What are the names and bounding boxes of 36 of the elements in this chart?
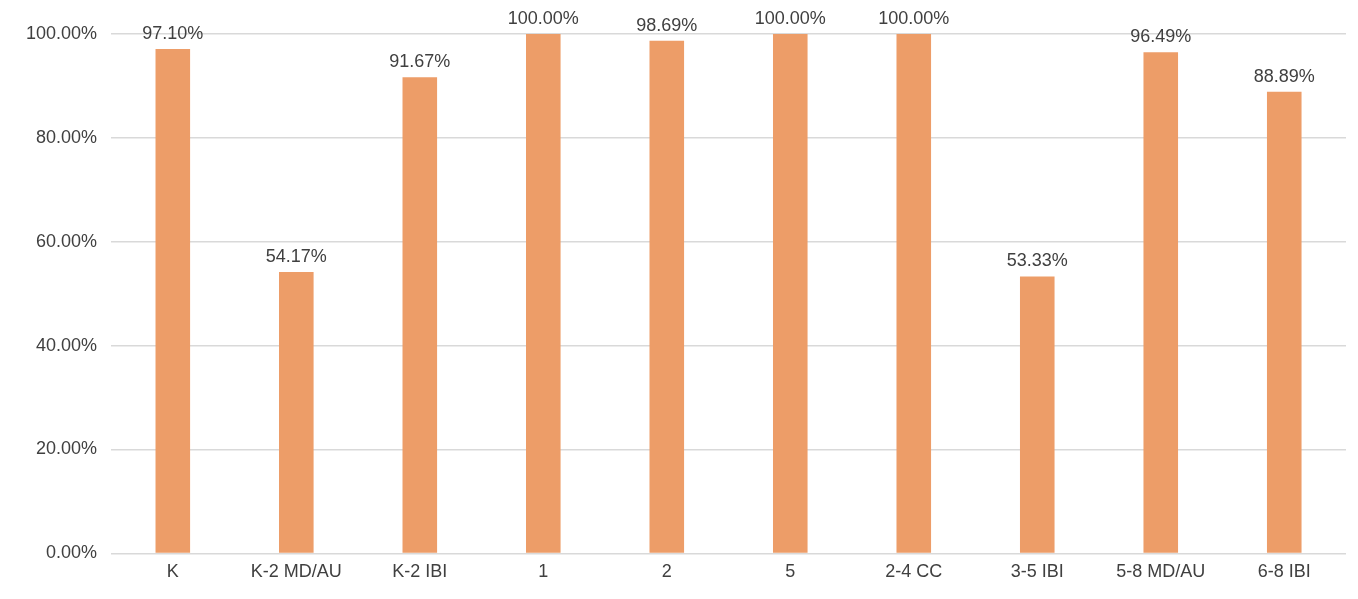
y-tick-label: 60.00% (36, 230, 98, 251)
x-tick-label: 5-8 MD/AU (1116, 561, 1206, 582)
y-tick-label: 80.00% (36, 126, 98, 147)
y-tick-label: 20.00% (36, 438, 98, 459)
x-tick-label: 2-4 CC (885, 561, 943, 582)
data-label: 98.69% (636, 14, 698, 35)
bar (649, 40, 685, 553)
x-tick-label: 3-5 IBI (1010, 561, 1064, 582)
x-tick-label: K-2 MD/AU (250, 561, 342, 582)
data-label: 100.00% (754, 7, 826, 28)
x-tick-label: K-2 IBI (392, 561, 448, 582)
bar (1143, 52, 1179, 553)
x-tick-label: 5 (785, 561, 796, 582)
data-label: 91.67% (389, 51, 451, 72)
x-tick-label: 2 (661, 561, 672, 582)
y-tick-label: 0.00% (46, 542, 98, 563)
y-tick-label: 40.00% (36, 334, 98, 355)
bar (155, 49, 191, 553)
data-label: 100.00% (507, 7, 579, 28)
bar (772, 34, 808, 553)
x-tick-label: 6-8 IBI (1257, 561, 1311, 582)
bar (1266, 91, 1302, 553)
data-label: 97.10% (142, 23, 204, 44)
data-label: 96.49% (1130, 26, 1192, 47)
x-tick-label: K (166, 561, 179, 582)
bar (526, 34, 561, 553)
y-tick-label: 100.00% (26, 22, 98, 43)
bar (1019, 276, 1055, 553)
bar (896, 34, 932, 553)
data-label: 88.89% (1253, 65, 1315, 86)
data-label: 53.33% (1006, 250, 1068, 271)
bar (402, 77, 438, 553)
data-label: 54.17% (265, 246, 327, 267)
bar (279, 272, 314, 553)
data-label: 100.00% (878, 7, 950, 28)
x-tick-label: 1 (538, 561, 549, 582)
